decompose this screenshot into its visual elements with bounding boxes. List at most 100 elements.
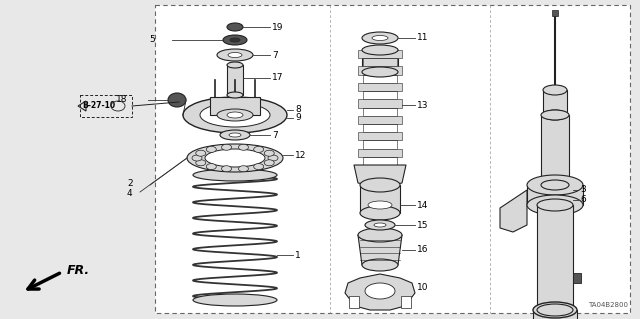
Ellipse shape (183, 97, 287, 133)
Ellipse shape (527, 195, 583, 215)
Text: 8: 8 (295, 106, 301, 115)
Bar (358, 116, 402, 124)
Ellipse shape (227, 92, 243, 98)
Ellipse shape (187, 144, 283, 172)
Bar (358, 149, 402, 157)
Ellipse shape (223, 35, 247, 45)
Ellipse shape (220, 130, 250, 140)
Bar (543, 90, 567, 115)
Bar (358, 50, 402, 58)
Ellipse shape (193, 294, 277, 306)
Bar (541, 115, 569, 185)
Ellipse shape (362, 67, 398, 77)
Bar (358, 132, 402, 140)
Bar (363, 75, 397, 83)
Bar (227, 65, 243, 95)
Text: 16: 16 (417, 246, 429, 255)
Ellipse shape (228, 53, 242, 57)
FancyBboxPatch shape (210, 97, 260, 115)
Ellipse shape (360, 178, 400, 192)
Ellipse shape (221, 144, 232, 150)
Bar (533, 310, 577, 319)
Text: B-27-10: B-27-10 (82, 101, 115, 110)
Ellipse shape (221, 166, 232, 172)
Ellipse shape (374, 223, 386, 227)
Bar (363, 91, 397, 99)
Ellipse shape (168, 93, 186, 107)
Ellipse shape (230, 38, 240, 42)
Bar (363, 108, 397, 116)
Bar (363, 124, 397, 132)
Text: 6: 6 (580, 196, 586, 204)
Polygon shape (500, 190, 527, 232)
Ellipse shape (543, 85, 567, 95)
Bar (363, 157, 397, 165)
Ellipse shape (253, 164, 264, 170)
Ellipse shape (537, 199, 573, 211)
Text: 19: 19 (272, 23, 284, 32)
Ellipse shape (362, 45, 398, 55)
Text: TA04B2800: TA04B2800 (588, 302, 628, 308)
Ellipse shape (206, 146, 216, 152)
Polygon shape (345, 274, 415, 310)
Bar (362, 50, 398, 72)
Ellipse shape (192, 155, 202, 161)
Ellipse shape (537, 304, 573, 316)
Bar (363, 140, 397, 149)
Ellipse shape (362, 32, 398, 44)
Ellipse shape (239, 166, 248, 172)
Ellipse shape (541, 180, 569, 190)
Ellipse shape (372, 35, 388, 41)
Bar (349, 296, 359, 308)
Text: 15: 15 (417, 220, 429, 229)
Ellipse shape (217, 49, 253, 61)
Text: 11: 11 (417, 33, 429, 42)
Text: 14: 14 (417, 201, 428, 210)
Text: 10: 10 (417, 284, 429, 293)
Text: 18: 18 (115, 95, 127, 105)
Ellipse shape (227, 112, 243, 118)
Ellipse shape (368, 201, 392, 209)
Text: 5: 5 (149, 35, 155, 44)
Ellipse shape (264, 150, 274, 156)
Ellipse shape (365, 220, 395, 230)
Bar (527, 185, 583, 205)
Ellipse shape (205, 149, 265, 167)
Ellipse shape (543, 110, 567, 120)
Ellipse shape (239, 144, 248, 150)
Ellipse shape (365, 283, 395, 299)
Text: 3: 3 (580, 186, 586, 195)
Ellipse shape (533, 302, 577, 318)
Ellipse shape (227, 62, 243, 68)
Bar (537, 205, 573, 310)
Bar (363, 58, 397, 66)
Bar (360, 185, 400, 213)
Bar (401, 296, 411, 308)
Ellipse shape (360, 206, 400, 220)
Bar (358, 66, 402, 75)
Ellipse shape (527, 175, 583, 195)
Polygon shape (354, 165, 406, 187)
Bar (80, 95, 132, 117)
Text: 7: 7 (272, 50, 278, 60)
Text: 17: 17 (272, 73, 284, 83)
Ellipse shape (264, 160, 274, 166)
Ellipse shape (268, 155, 278, 161)
Ellipse shape (206, 164, 216, 170)
Bar (155, 5, 630, 313)
Bar (552, 10, 558, 16)
Ellipse shape (196, 150, 206, 156)
Bar (358, 83, 402, 91)
Ellipse shape (200, 103, 270, 127)
Ellipse shape (541, 110, 569, 120)
Ellipse shape (227, 23, 243, 31)
Text: 7: 7 (272, 130, 278, 139)
Text: 2: 2 (127, 179, 132, 188)
Ellipse shape (196, 160, 206, 166)
Polygon shape (358, 235, 402, 265)
Ellipse shape (229, 133, 241, 137)
Text: 12: 12 (295, 151, 307, 160)
Bar (358, 99, 402, 108)
Ellipse shape (358, 228, 402, 242)
Ellipse shape (193, 169, 277, 181)
